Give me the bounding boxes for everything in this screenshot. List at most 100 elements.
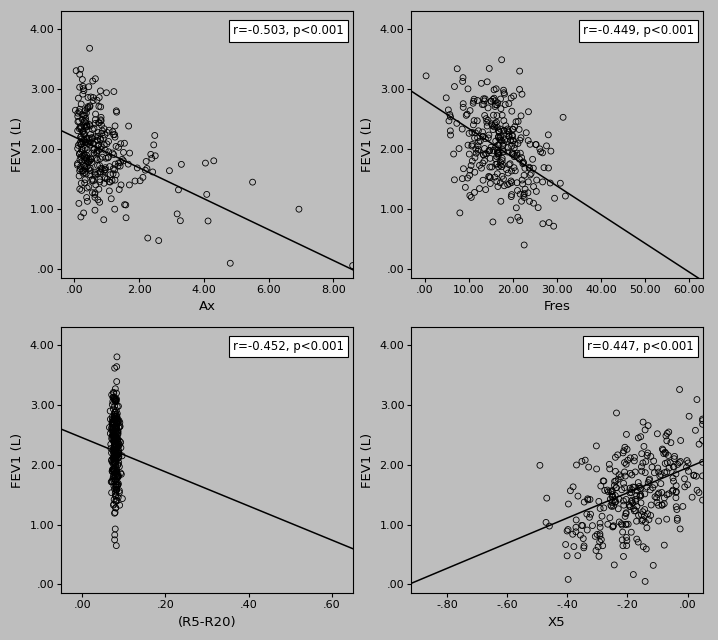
Point [109,435,121,445]
Point [467,140,478,150]
Point [574,530,586,540]
Point [444,125,456,136]
Point [95,134,106,145]
Point [457,173,468,184]
Point [90,180,101,190]
Point [79,152,90,163]
Point [467,98,479,108]
X-axis label: Fres: Fres [544,300,570,313]
Point [478,99,490,109]
Point [121,212,132,223]
Point [103,177,115,187]
Point [113,448,125,458]
Point [174,216,186,226]
Point [208,156,220,166]
Point [420,71,432,81]
Point [111,496,123,506]
Point [110,449,121,459]
Point [577,534,589,544]
Point [508,149,520,159]
Point [517,179,528,189]
Point [636,516,648,526]
Point [73,171,85,181]
Point [111,434,123,444]
Point [110,487,121,497]
Point [90,153,102,163]
Point [100,163,111,173]
Point [107,445,118,456]
Point [697,435,709,445]
Point [493,127,505,138]
Point [636,449,648,459]
Point [567,529,579,540]
Point [114,500,126,510]
Text: r=0.447, p<0.001: r=0.447, p<0.001 [587,340,694,353]
Point [108,454,120,464]
Point [610,452,621,463]
Point [514,135,526,145]
Point [648,560,659,570]
Point [654,471,666,481]
Point [612,450,623,460]
Point [675,435,686,445]
Point [111,417,123,427]
Point [457,72,469,83]
Point [89,169,101,179]
Point [490,142,501,152]
Point [495,94,506,104]
Point [559,191,571,201]
Point [75,132,86,142]
Point [111,362,123,372]
Point [112,450,123,460]
Point [557,112,569,122]
Point [523,107,534,117]
Point [567,482,579,492]
Point [99,165,111,175]
Point [89,188,101,198]
Point [111,443,123,453]
Point [663,451,674,461]
Point [106,418,118,428]
Point [110,464,121,474]
Point [624,501,635,511]
Point [503,168,514,178]
Point [103,125,115,135]
Point [479,96,490,106]
Point [617,448,629,458]
Point [110,416,121,426]
Point [110,479,121,490]
Point [623,519,634,529]
Point [502,124,513,134]
Point [76,145,88,156]
Point [108,393,120,403]
Point [630,506,641,516]
Point [107,420,118,431]
Point [108,433,120,443]
Point [469,152,480,163]
Point [496,136,508,146]
Point [75,138,87,148]
Point [648,468,660,478]
Point [80,154,92,164]
Point [109,413,121,424]
Point [635,483,646,493]
Point [510,203,522,213]
Point [107,435,118,445]
Point [115,139,126,149]
Point [75,164,86,174]
Point [94,167,106,177]
Y-axis label: FEV1 (L): FEV1 (L) [361,116,374,172]
Point [75,212,87,222]
Point [505,215,516,225]
Point [111,444,122,454]
Point [111,429,123,439]
Point [620,494,632,504]
Point [610,497,621,507]
Point [108,417,119,427]
Point [691,471,702,481]
Point [637,507,648,517]
Point [477,131,489,141]
Point [616,520,628,530]
Point [640,456,651,467]
Point [109,440,121,450]
